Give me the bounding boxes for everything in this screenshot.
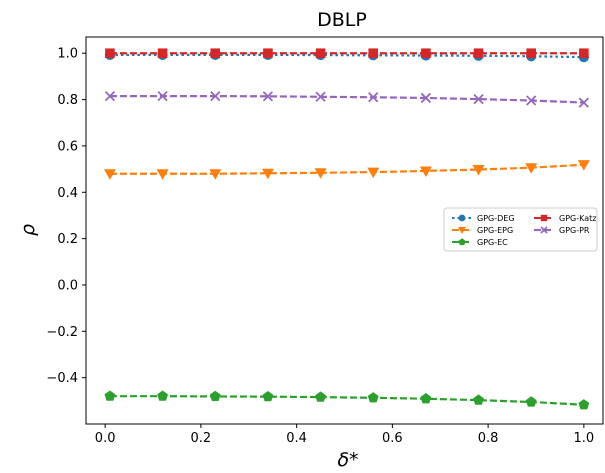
legend-item: GPG-EC xyxy=(452,238,508,247)
data-point xyxy=(579,48,589,59)
data-point xyxy=(209,169,222,180)
x-tick-label: 0.8 xyxy=(478,431,499,446)
data-point xyxy=(262,390,274,402)
y-tick-label: 0.8 xyxy=(57,93,78,108)
series-line xyxy=(109,395,584,406)
data-point xyxy=(578,97,589,108)
series-line xyxy=(109,53,584,59)
x-axis: 0.0 0.2 0.4 0.6 0.8 1.0 xyxy=(95,424,594,446)
data-point xyxy=(315,48,326,59)
data-point xyxy=(315,391,326,402)
y-tick-label: −0.2 xyxy=(46,325,78,340)
legend: GPG-DEG GPG-Katz GPG-EPG GPG-PR GPG-EC xyxy=(443,207,598,252)
plot-frame xyxy=(85,36,604,425)
data-point xyxy=(420,92,432,104)
data-point xyxy=(473,48,484,59)
x-axis-label: δ* xyxy=(337,449,358,471)
legend-item: GPG-PR xyxy=(534,226,590,235)
data-point xyxy=(157,90,168,102)
data-point xyxy=(314,168,327,179)
legend-label: GPG-EC xyxy=(477,238,508,247)
legend-item: GPG-Katz xyxy=(534,214,596,223)
legend-item: GPG-DEG xyxy=(452,214,515,223)
data-point xyxy=(419,166,432,177)
y-axis-label: ρ xyxy=(17,224,39,236)
data-point xyxy=(473,93,484,105)
legend-label: GPG-Katz xyxy=(559,214,596,223)
chart-title: DBLP xyxy=(317,9,367,31)
x-tick-label: 0.2 xyxy=(191,431,212,446)
data-point xyxy=(209,390,221,402)
legend-box xyxy=(443,207,598,252)
legend-item: GPG-EPG xyxy=(452,226,513,235)
data-point xyxy=(103,169,116,180)
data-point xyxy=(156,169,169,180)
data-point xyxy=(367,392,379,403)
x-tick-label: 0.4 xyxy=(286,431,307,446)
legend-label: GPG-EPG xyxy=(477,226,513,235)
y-tick-label: 0.6 xyxy=(57,139,78,154)
series-line xyxy=(109,163,584,175)
series-line xyxy=(109,94,584,104)
data-point xyxy=(157,48,168,59)
data-point xyxy=(420,393,432,404)
data-point xyxy=(525,396,537,407)
x-tick-label: 1.0 xyxy=(574,431,595,446)
y-tick-label: 0.0 xyxy=(57,278,78,293)
data-point xyxy=(210,90,221,102)
data-point xyxy=(421,48,431,59)
plot-series xyxy=(103,48,590,410)
data-point xyxy=(261,168,274,180)
data-point xyxy=(525,163,538,174)
y-tick-label: 1.0 xyxy=(57,47,78,62)
data-point xyxy=(577,160,590,171)
legend-label: GPG-PR xyxy=(559,226,590,235)
x-tick-label: 0.6 xyxy=(382,431,403,446)
data-point xyxy=(104,390,116,401)
data-point xyxy=(262,91,274,102)
data-point xyxy=(210,48,221,59)
legend-label: GPG-DEG xyxy=(477,214,515,223)
data-point xyxy=(473,394,484,405)
y-tick-label: 0.2 xyxy=(57,232,78,247)
x-tick-label: 0.0 xyxy=(95,431,116,446)
data-point xyxy=(263,48,273,59)
data-point xyxy=(157,390,169,401)
data-point xyxy=(315,91,326,102)
data-point xyxy=(104,90,116,102)
data-point xyxy=(367,167,380,179)
y-tick-label: −0.4 xyxy=(46,371,78,386)
data-point xyxy=(105,48,115,59)
data-point xyxy=(368,48,379,59)
data-point xyxy=(368,92,379,103)
data-point xyxy=(472,165,485,176)
data-point xyxy=(578,399,590,410)
y-tick-label: 0.4 xyxy=(57,186,78,201)
data-point xyxy=(526,95,537,106)
data-point xyxy=(526,48,536,59)
y-axis: −0.4 −0.2 0.0 0.2 0.4 0.6 0.8 1.0 xyxy=(46,47,86,386)
